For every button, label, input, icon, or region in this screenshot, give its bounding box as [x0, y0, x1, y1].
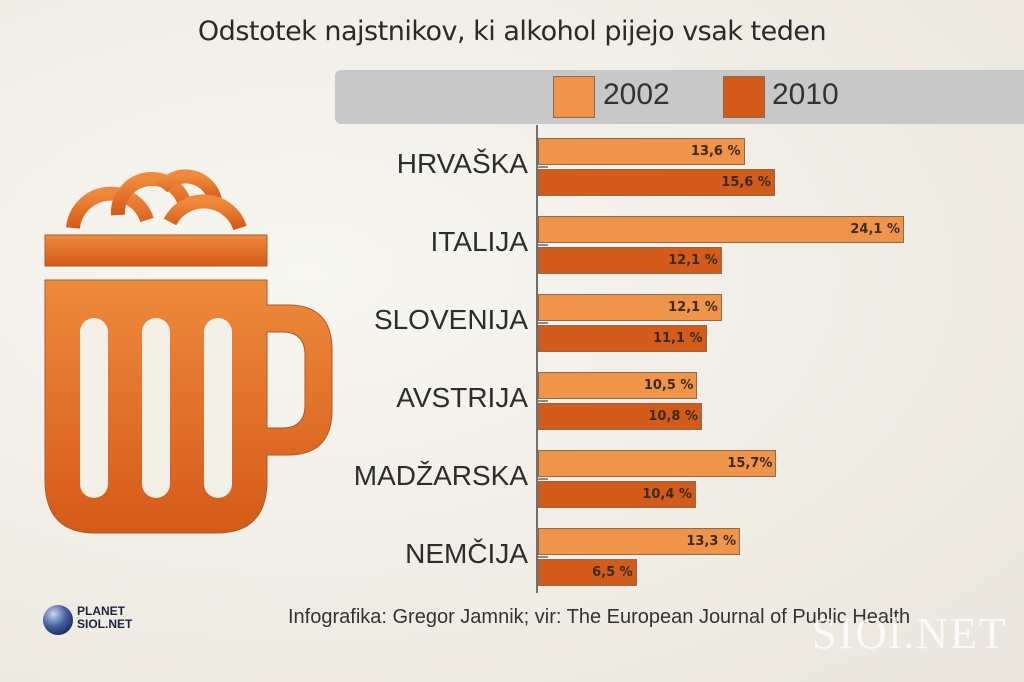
data-label: 11,1 %: [652, 331, 703, 346]
beer-mug-icon: [44, 169, 333, 534]
bar-2010: [538, 559, 637, 586]
data-label: 15,6 %: [721, 175, 771, 190]
category-label: MADŽARSKA: [353, 460, 528, 491]
data-label: 12,1 %: [668, 300, 718, 315]
data-label: 6,5 %: [592, 565, 633, 580]
category-label: AVSTRIJA: [396, 382, 528, 413]
bar-2010: [538, 481, 696, 508]
axis-tick: [538, 400, 548, 402]
data-label: 24,1 %: [850, 222, 900, 237]
category-label: HRVAŠKA: [396, 148, 528, 179]
globe-icon: [43, 605, 73, 635]
bar-2002: [538, 450, 777, 477]
data-label: 12,1 %: [668, 253, 718, 268]
bar-2010: [538, 403, 703, 430]
axis-tick: [538, 478, 548, 480]
axis-tick: [538, 556, 548, 558]
data-label: 15,7%: [727, 456, 773, 471]
bar-2010: [538, 169, 775, 196]
legend-swatch-2010: [723, 76, 765, 118]
watermark: SIOl.NET: [812, 609, 1008, 658]
axis-tick: [538, 244, 548, 246]
category-label: ITALIJA: [430, 226, 528, 257]
chart-title: Odstotek najstnikov, ki alkohol pijejo v…: [197, 16, 827, 47]
logo-line2: SIOL.NET: [77, 617, 133, 631]
legend-label-2010: 2010: [772, 78, 839, 111]
data-label: 10,5 %: [643, 378, 694, 393]
bar-2002: [538, 216, 904, 243]
planet-siol-logo: PLANET SIOL.NET: [42, 604, 132, 640]
source-credit: Infografika: Gregor Jamnik; vir: The Eur…: [288, 606, 911, 628]
bar-2002: [538, 528, 740, 555]
axis-tick: [538, 166, 548, 168]
data-label: 10,4 %: [642, 487, 692, 502]
category-label: SLOVENIJA: [373, 304, 528, 335]
data-label: 10,8 %: [648, 409, 699, 424]
category-axis: [536, 125, 538, 593]
legend: 2002 2010: [335, 70, 1024, 124]
data-label: 13,3 %: [686, 534, 736, 549]
bar-2010: [538, 325, 707, 352]
bar-2002: [538, 372, 698, 399]
bar-2010: [538, 247, 722, 274]
legend-label-2002: 2002: [603, 78, 670, 111]
axis-tick: [538, 322, 548, 324]
data-label: 13,6 %: [690, 144, 741, 159]
bar-2002: [538, 138, 745, 165]
bar-2002: [538, 294, 722, 321]
legend-swatch-2002: [553, 76, 595, 118]
logo-line1: PLANET: [77, 604, 125, 618]
category-label: NEMČIJA: [405, 538, 528, 569]
